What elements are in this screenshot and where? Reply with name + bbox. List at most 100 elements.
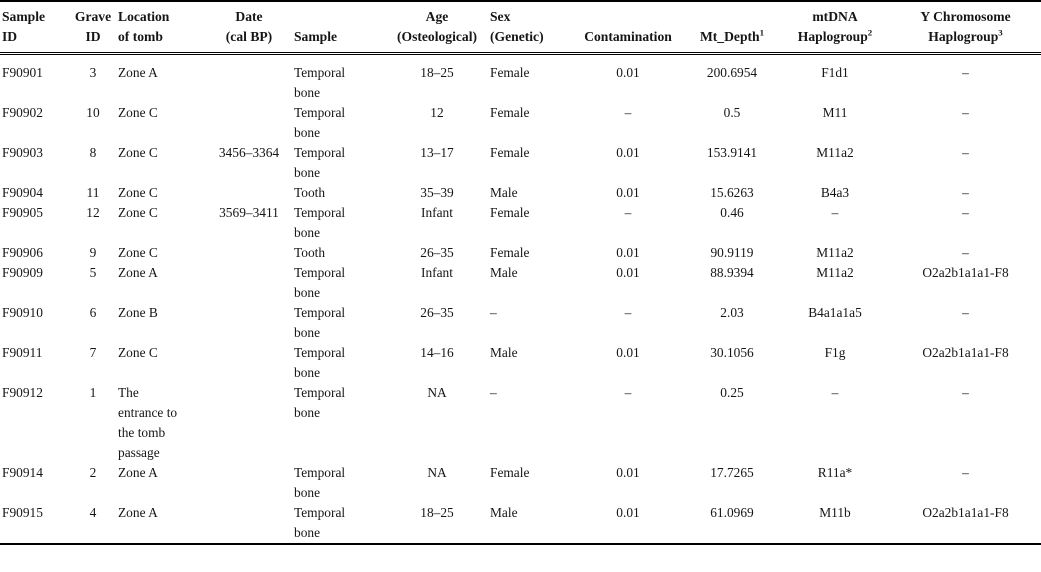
table-cell-sex-genetic: Female <box>490 205 530 220</box>
table-cell-grave-id: 2 <box>89 465 97 480</box>
table-cell-mtdna-haplogroup: F1g <box>824 345 846 360</box>
column-header-date-cal-bp: Date (cal BP) <box>204 1 294 55</box>
table-cell-y-chromosome-haplogroup: O2a2b1a1a1-F8 <box>922 345 1009 360</box>
table-cell-sample: Tooth <box>294 245 326 260</box>
table-row: F90904 11 Zone C Tooth 35–39 Male 0.01 15.6263 B… <box>0 183 1041 203</box>
table-cell-age-osteological: NA <box>427 385 447 400</box>
table-row: F90914 2 Zone A Temporal bone NA Female 0.01 17… <box>0 463 1041 503</box>
table-cell-location-of-tomb: The entrance to the tomb passage <box>118 385 178 460</box>
table-cell-sample-id: F90901 <box>2 65 43 80</box>
column-header-location-of-tomb: Location of tomb <box>118 1 204 55</box>
table-cell-mtdna-haplogroup: M11b <box>819 505 851 520</box>
table-cell-sample: Tooth <box>294 185 326 200</box>
column-header-age-osteological: Age (Osteological) <box>384 1 490 55</box>
table-cell-grave-id: 4 <box>89 505 97 520</box>
table-cell-location-of-tomb: Zone C <box>118 145 158 160</box>
table-row: F90905 12 Zone C 3569–3411 Temporal bone Infa… <box>0 203 1041 243</box>
table-cell-mt-depth: 200.6954 <box>706 65 758 80</box>
table-cell-mtdna-haplogroup: F1d1 <box>821 65 849 80</box>
table-cell-sample: Temporal bone <box>294 265 346 300</box>
table-row: F90909 5 Zone A Temporal bone Infant Male 0.01… <box>0 263 1041 303</box>
table-cell-date-cal-bp <box>204 343 294 383</box>
table-cell-sex-genetic: Male <box>490 345 518 360</box>
table-cell-mtdna-haplogroup: R11a* <box>817 465 853 480</box>
table-cell-mtdna-haplogroup: M11a2 <box>816 145 854 160</box>
table-cell-y-chromosome-haplogroup: – <box>962 465 969 480</box>
table-cell-sample-id: F90912 <box>2 385 43 400</box>
table-cell-contamination: – <box>624 385 632 400</box>
table-cell-mtdna-haplogroup: – <box>831 385 839 400</box>
table-cell-sample: Temporal bone <box>294 105 346 140</box>
table-cell-mtdna-haplogroup: – <box>831 205 839 220</box>
header-row: Sample ID Grave ID Location of tomb Date (cal B… <box>0 1 1041 55</box>
table-cell-sample: Temporal bone <box>294 65 346 100</box>
data-table: Sample ID Grave ID Location of tomb Date (cal B… <box>0 0 1041 545</box>
table-cell-sex-genetic: Female <box>490 65 530 80</box>
table-cell-date-cal-bp <box>204 243 294 263</box>
table-cell-sex-genetic: – <box>490 305 497 320</box>
table-cell-sample-id: F90906 <box>2 245 43 260</box>
table-cell-sex-genetic: Female <box>490 245 530 260</box>
table-cell-sample-id: F90905 <box>2 205 43 220</box>
table-cell-sex-genetic: Female <box>490 465 530 480</box>
table-cell-age-osteological: 26–35 <box>420 245 454 260</box>
column-header-sample-id: Sample ID <box>0 1 68 55</box>
table-cell-location-of-tomb: Zone B <box>118 305 158 320</box>
table-cell-grave-id: 6 <box>89 305 97 320</box>
table-cell-mt-depth: 15.6263 <box>710 185 754 200</box>
table-row: F90912 1 The entrance to the tomb passage T… <box>0 383 1041 463</box>
table-cell-date-cal-bp: 3569–3411 <box>219 205 279 220</box>
table-cell-age-osteological: NA <box>427 465 447 480</box>
table-cell-contamination: – <box>624 305 632 320</box>
table-cell-location-of-tomb: Zone C <box>118 205 158 220</box>
table-cell-y-chromosome-haplogroup: O2a2b1a1a1-F8 <box>922 505 1009 520</box>
table-cell-date-cal-bp: 3456–3364 <box>218 145 280 160</box>
table-cell-y-chromosome-haplogroup: O2a2b1a1a1-F8 <box>922 265 1009 280</box>
table-cell-date-cal-bp <box>204 383 294 463</box>
table-cell-grave-id: 5 <box>89 265 97 280</box>
table-cell-date-cal-bp <box>204 303 294 343</box>
table-cell-mt-depth: 90.9119 <box>710 245 754 260</box>
table-cell-age-osteological: Infant <box>421 265 453 280</box>
table-cell-grave-id: 8 <box>89 145 97 160</box>
table-cell-sample-id: F90911 <box>2 345 43 360</box>
table-cell-sample-id: F90904 <box>2 185 43 200</box>
table-cell-date-cal-bp <box>204 263 294 303</box>
table-cell-sample: Temporal bone <box>294 145 346 180</box>
table-row: F90915 4 Zone A Temporal bone 18–25 Male 0.01 6… <box>0 503 1041 544</box>
table-cell-mt-depth: 30.1056 <box>710 345 754 360</box>
table-cell-mt-depth: 0.25 <box>720 385 744 400</box>
table-cell-grave-id: 1 <box>89 385 97 400</box>
table-cell-sample-id: F90914 <box>2 465 43 480</box>
table-cell-mt-depth: 2.03 <box>720 305 744 320</box>
table-cell-location-of-tomb: Zone A <box>118 505 158 520</box>
table-cell-location-of-tomb: Zone C <box>118 345 158 360</box>
table-cell-grave-id: 9 <box>89 245 97 260</box>
table-cell-age-osteological: 35–39 <box>420 185 454 200</box>
table-cell-age-osteological: 13–17 <box>420 145 454 160</box>
table-cell-y-chromosome-haplogroup: – <box>962 105 969 120</box>
table-cell-contamination: 0.01 <box>616 505 640 520</box>
table-cell-sex-genetic: Male <box>490 265 518 280</box>
column-header-sex-genetic: Sex (Genetic) <box>490 1 572 55</box>
table-cell-y-chromosome-haplogroup: – <box>962 145 969 160</box>
table-cell-date-cal-bp <box>204 503 294 544</box>
table-cell-age-osteological: 14–16 <box>420 345 454 360</box>
table-cell-sample: Temporal bone <box>294 345 346 380</box>
table-cell-location-of-tomb: Zone A <box>118 265 158 280</box>
table-cell-sample: Temporal bone <box>294 205 346 240</box>
table-cell-location-of-tomb: Zone C <box>118 185 158 200</box>
table-cell-age-osteological: 18–25 <box>420 65 454 80</box>
table-cell-mtdna-haplogroup: B4a1a1a5 <box>808 305 862 320</box>
table-cell-sample: Temporal bone <box>294 385 346 420</box>
table-cell-mt-depth: 17.7265 <box>710 465 754 480</box>
column-header-grave-id: Grave ID <box>68 1 118 55</box>
table-cell-date-cal-bp <box>204 463 294 503</box>
table-cell-sample-id: F90903 <box>2 145 43 160</box>
table-cell-mt-depth: 0.46 <box>720 205 744 220</box>
table-cell-mt-depth: 0.5 <box>723 105 741 120</box>
table-cell-contamination: 0.01 <box>616 245 640 260</box>
column-header-contamination: Contamination <box>572 1 684 55</box>
table-cell-mt-depth: 153.9141 <box>706 145 758 160</box>
